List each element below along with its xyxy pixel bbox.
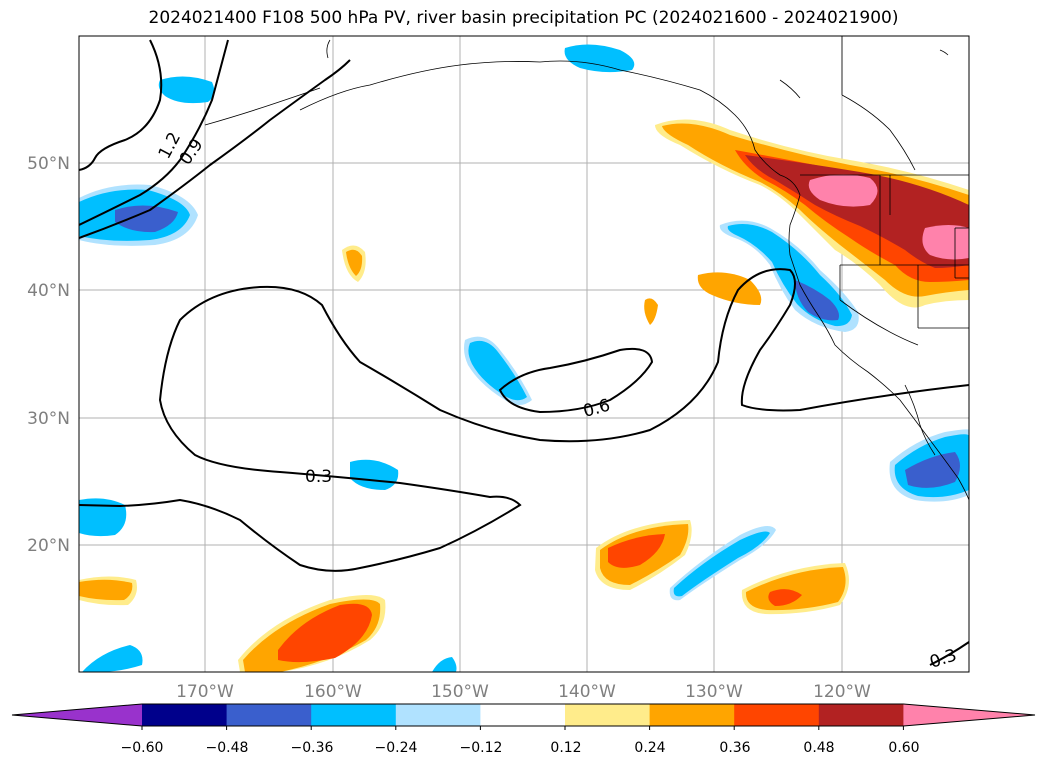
pnw-positive-pink-1 (808, 174, 878, 207)
central-negative (468, 340, 527, 401)
map-frame (78, 35, 970, 673)
lat-label-30n: 30°N (27, 409, 70, 429)
bottom-left-negative (82, 645, 143, 672)
precip-shading (79, 44, 969, 672)
colorbar-tick-label: 0.36 (719, 740, 750, 756)
lat-label-50n: 50°N (27, 154, 70, 174)
coast-negative-core (795, 280, 839, 321)
colorbar-tick-label: 0.60 (888, 740, 919, 756)
positive-20n-140w-core (608, 534, 665, 568)
alaska-negative-1 (564, 44, 635, 73)
small-positive-42n-core (346, 249, 363, 276)
colorbar-tick-label: −0.60 (121, 740, 164, 756)
colorbar-segment (142, 704, 228, 726)
colorbar-segment (311, 704, 397, 726)
lon-label-150w: 150°W (431, 682, 489, 702)
colorbar (11, 703, 1036, 730)
lat-label-20n: 20°N (27, 536, 70, 556)
pv-contour-0.6 (498, 347, 654, 414)
baja-negative-core (905, 452, 960, 488)
negative-diagonal-18n-core (673, 531, 770, 597)
left-negative-22n (79, 498, 127, 537)
west-negative-core (115, 205, 178, 233)
bottom-center-negative (432, 657, 457, 672)
colorbar-extend-min (12, 704, 142, 726)
lon-label-130w: 130°W (685, 682, 743, 702)
colorbar-segment (818, 704, 904, 726)
pv-contour-1.5 (79, 39, 163, 171)
colorbar-tick-label: −0.12 (460, 740, 503, 756)
colorbar-tick-label: −0.24 (375, 740, 418, 756)
alaska-negative-2 (158, 76, 215, 104)
colorbar-tick-label: 0.24 (634, 740, 665, 756)
pv-contour-bottom (929, 641, 969, 666)
lon-label-140w: 140°W (558, 682, 616, 702)
pv-contour-0.9 (79, 59, 351, 239)
lon-label-170w: 170°W (176, 682, 234, 702)
pv-contours (79, 39, 969, 666)
colorbar-tick-label: 0.12 (550, 740, 581, 756)
lon-label-120w: 120°W (813, 682, 871, 702)
colorbar-segment (480, 704, 566, 726)
colorbar-segment (649, 704, 735, 726)
small-positive-38n (644, 298, 658, 325)
map-area: 1.2 0.9 0.6 0.3 0.3 (79, 36, 969, 672)
left-positive-16n-core (79, 579, 133, 601)
colorbar-segment (565, 704, 651, 726)
colorbar-segment (734, 704, 820, 726)
contour-label-0.3-right: 0.3 (927, 645, 959, 672)
positive-40n-130w (697, 272, 762, 305)
colorbar-tick-label: −0.48 (206, 740, 249, 756)
lon-label-160w: 160°W (304, 682, 362, 702)
map-title: 2024021400 F108 500 hPa PV, river basin … (148, 8, 899, 28)
pnw-positive-darkred (745, 155, 969, 268)
colorbar-segment (226, 704, 312, 726)
bottom-positive-core (278, 603, 372, 663)
pv-contour-1.2 (79, 39, 229, 226)
hawaii-negative (350, 459, 399, 490)
lat-label-40n: 40°N (27, 281, 70, 301)
positive-15n-core (768, 589, 802, 606)
state-borders (800, 36, 969, 346)
colorbar-segment (395, 704, 481, 726)
contour-label-0.3-left: 0.3 (305, 467, 332, 487)
colorbar-extend-max (903, 704, 1035, 726)
colorbar-tick-labels: −0.60 −0.48 −0.36 −0.24 −0.12 0.12 0.24 … (121, 740, 920, 756)
colorbar-tick-label: −0.36 (291, 740, 334, 756)
pv-contour-0.3 (79, 268, 969, 572)
colorbar-tick-label: 0.48 (803, 740, 834, 756)
pnw-positive-pink-2 (922, 225, 969, 260)
